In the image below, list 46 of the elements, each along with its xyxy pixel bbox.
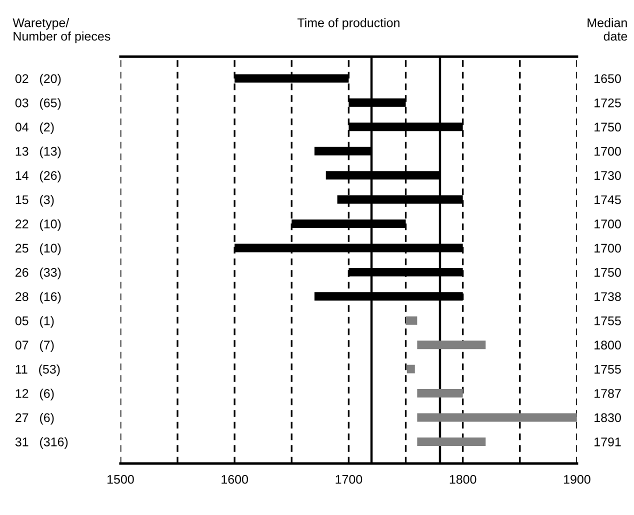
- y-tick-label: 25 (10): [16, 243, 61, 256]
- bar: [417, 413, 577, 422]
- y-tick-label: 26 (33): [16, 268, 61, 280]
- y2-tick-label: 1650: [594, 74, 621, 84]
- y2-tick-label: 1700: [594, 220, 621, 228]
- y-tick-label: 11 (53): [16, 364, 60, 376]
- bar: [417, 340, 486, 350]
- bar: [406, 364, 415, 374]
- y-tick-label: 28 (16): [16, 292, 61, 304]
- y-tick-label: 05 (1): [15, 316, 54, 328]
- y-tick-label: 03 (65): [15, 98, 61, 110]
- y-tick-label: 14 (26): [16, 170, 61, 182]
- y2-tick-label: 1750: [594, 268, 621, 277]
- y2-tick-label: 1755: [594, 316, 621, 326]
- y2-tick-label: 1745: [594, 195, 621, 204]
- y-tick-label: 04 (2): [15, 122, 54, 134]
- y-tick-label: 02 (20): [15, 74, 61, 86]
- y2-tick-label: 1725: [594, 98, 621, 108]
- y2-tick-label: 1700: [594, 244, 621, 253]
- y-tick-label: 22 (10): [16, 219, 61, 231]
- y2-tick-label: 1700: [594, 146, 621, 156]
- y-tick-label: 31 (316): [15, 437, 68, 449]
- bar: [417, 389, 463, 398]
- x-tick-label: 1600: [222, 474, 248, 484]
- y2-tick-label: 1830: [594, 413, 621, 422]
- y-tick-label: 07 (7): [15, 340, 54, 352]
- chart-title: Time of production: [297, 18, 400, 30]
- y2-tick-label: 1800: [594, 340, 621, 350]
- y-tick-label: 27 (6): [16, 412, 54, 425]
- y-axis-title: Waretype/ Number of pieces: [12, 18, 110, 44]
- x-tick-label: 1500: [108, 474, 134, 484]
- y2-tick-label: 1787: [594, 389, 621, 398]
- y-tick-label: 12 (6): [16, 388, 54, 400]
- y-tick-label: 15 (3): [16, 195, 54, 207]
- bar: [417, 437, 486, 446]
- y2-tick-label: 1730: [594, 171, 621, 180]
- x-tick-label: 1900: [564, 474, 590, 484]
- bar: [406, 316, 418, 325]
- y2-tick-label: 1738: [594, 292, 621, 302]
- x-tick-label: 1700: [336, 474, 362, 484]
- y2-axis-title: Median date: [588, 18, 628, 41]
- x-tick-label: 1800: [450, 474, 476, 484]
- y2-tick-label: 1750: [594, 122, 621, 132]
- y2-tick-label: 1755: [594, 364, 621, 374]
- y2-tick-label: 1791: [594, 438, 621, 446]
- y-tick-label: 13 (13): [16, 146, 61, 158]
